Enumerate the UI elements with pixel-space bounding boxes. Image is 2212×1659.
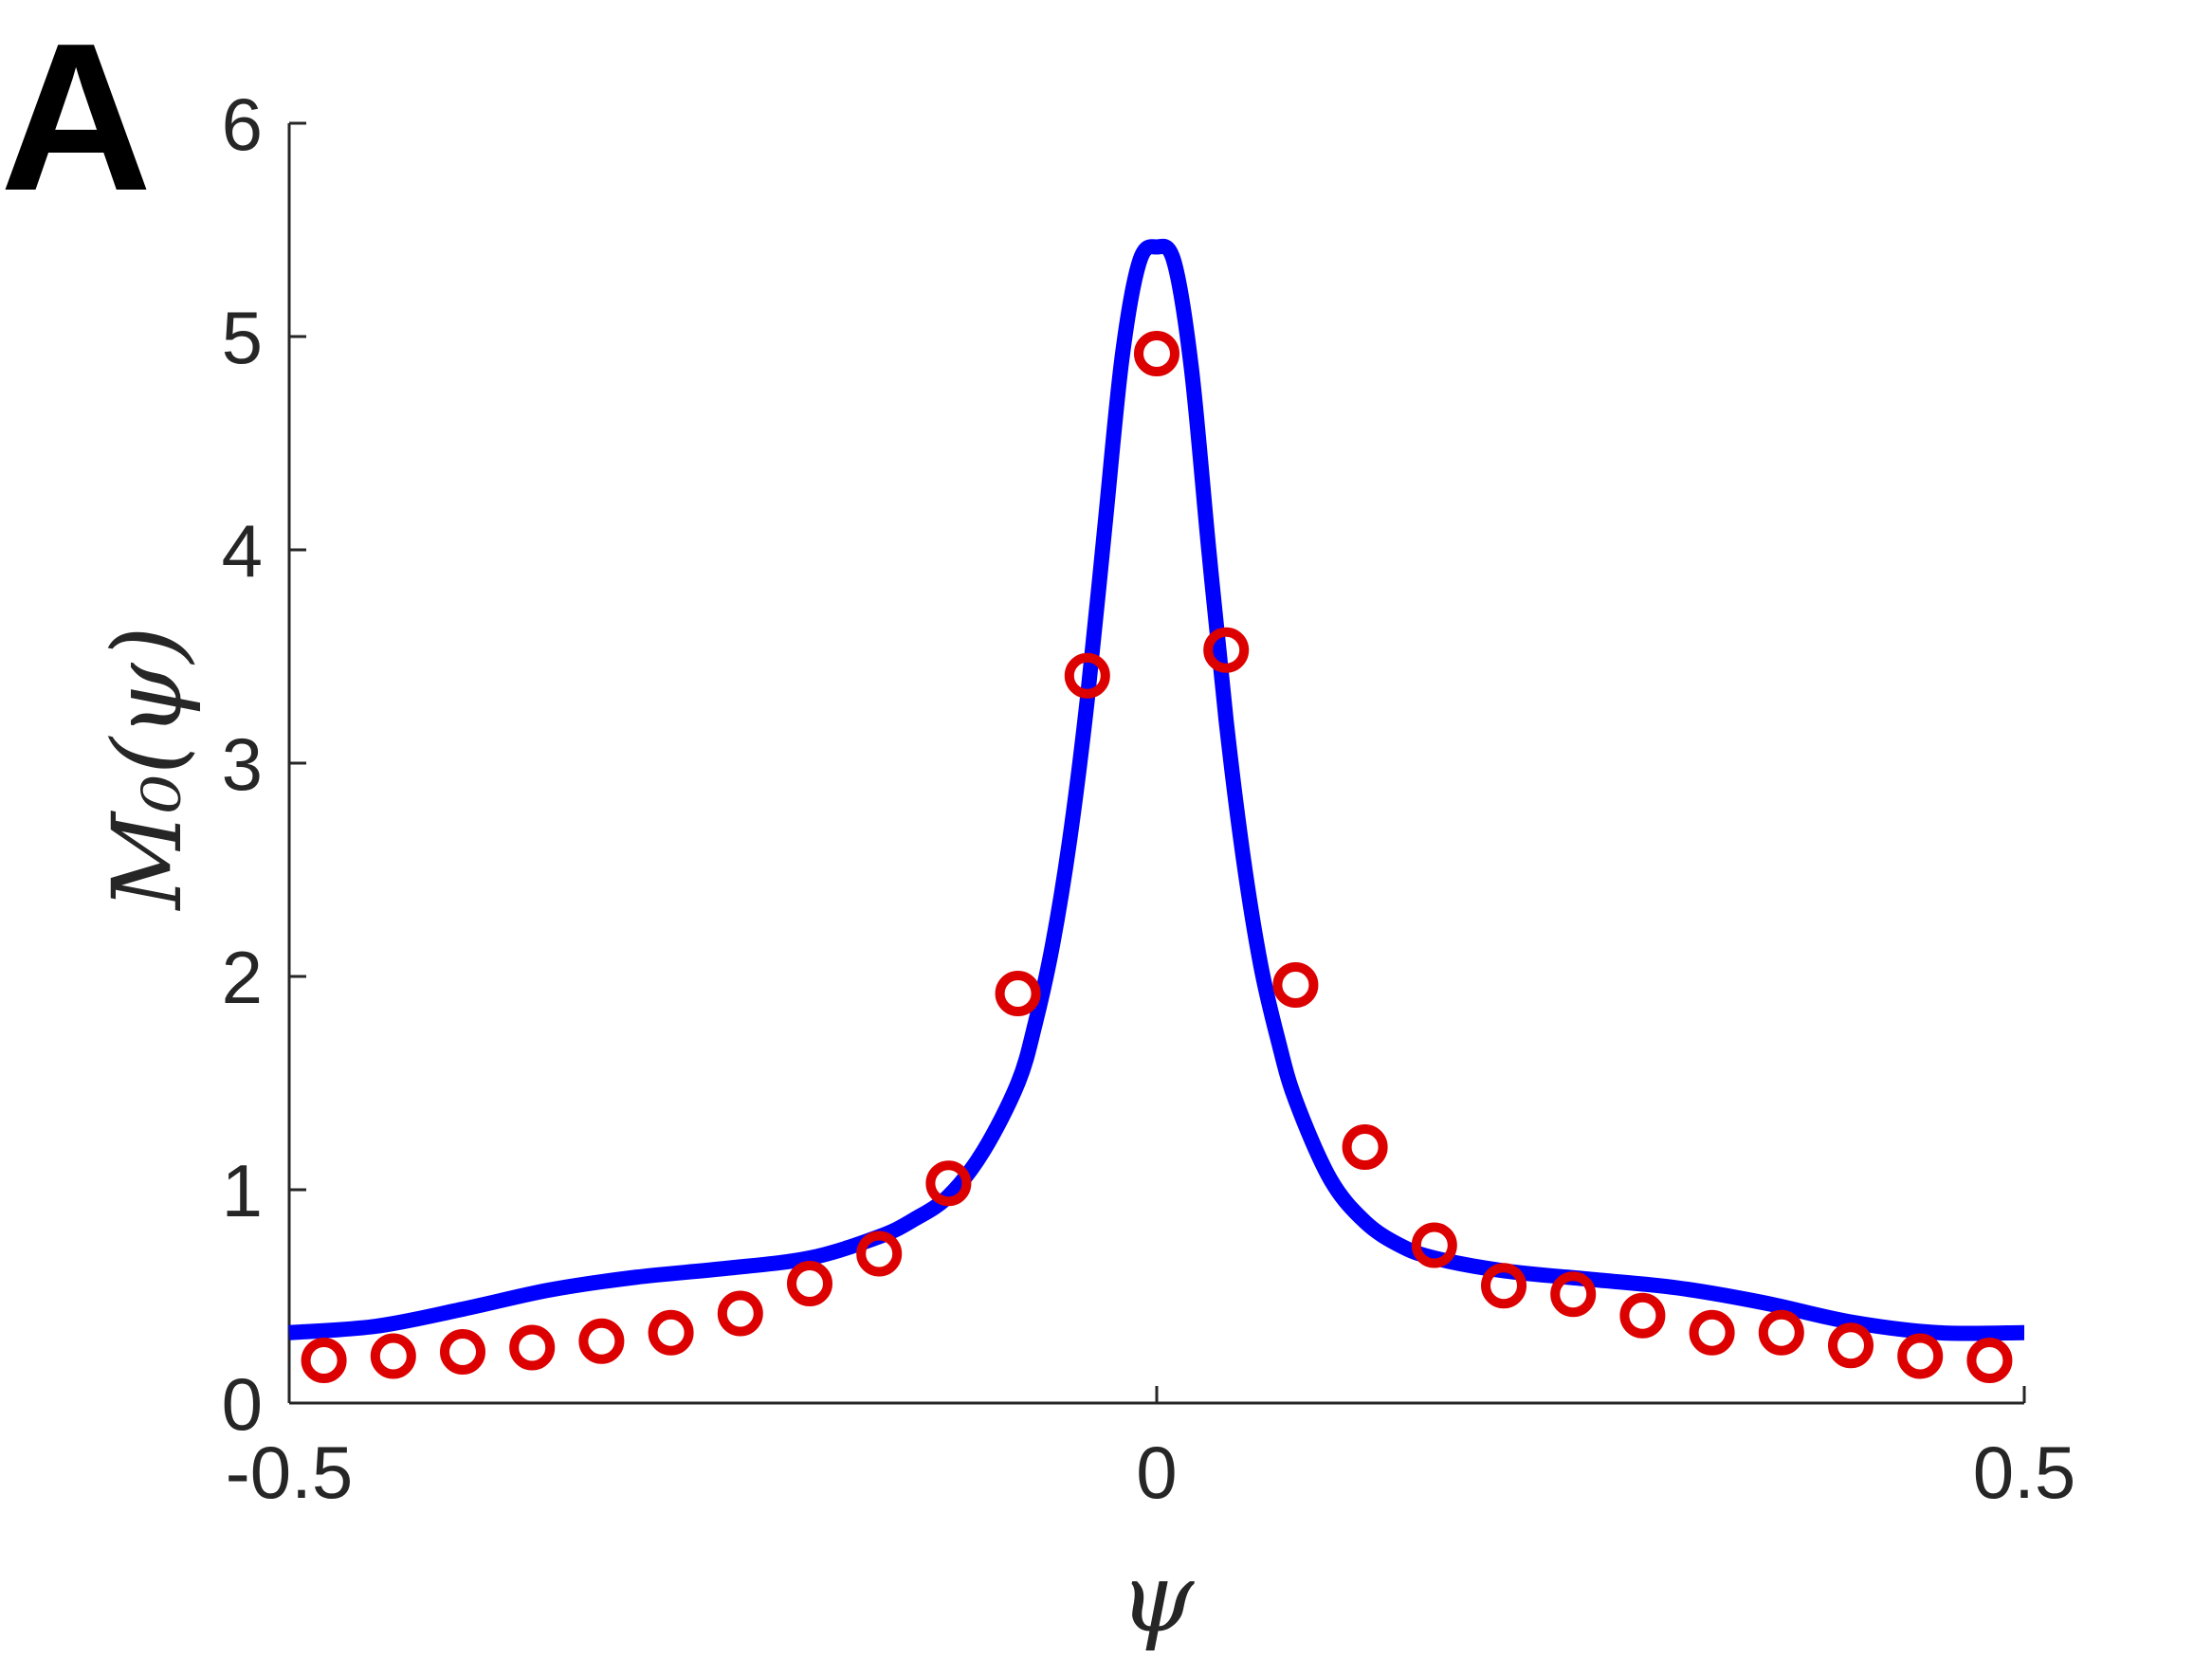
x-axis-label: ψ [1120, 1542, 1196, 1653]
y-tick-label: 3 [222, 722, 263, 806]
x-tick-label: 0.5 [1973, 1431, 2075, 1514]
y-tick-label: 5 [222, 296, 263, 379]
curve-layer [288, 238, 2025, 1341]
data-point [440, 1329, 485, 1375]
data-point [1828, 1322, 1874, 1369]
y-tick-label: 1 [222, 1149, 263, 1232]
panel-label: A [0, 0, 152, 235]
data-point [1758, 1309, 1804, 1356]
data-point [1481, 1263, 1526, 1309]
data-point [856, 1231, 903, 1277]
data-point [995, 971, 1041, 1016]
data-point [1619, 1292, 1666, 1339]
model-curve [288, 238, 2025, 1341]
marker-layer [301, 331, 2013, 1383]
data-point [370, 1333, 416, 1379]
y-tick-label: 2 [222, 936, 263, 1019]
axes [287, 123, 2024, 1405]
data-point [1897, 1333, 1944, 1379]
data-point [1550, 1271, 1597, 1318]
data-point [578, 1318, 625, 1364]
y-tick-label: 0 [222, 1362, 263, 1446]
data-point [509, 1324, 556, 1371]
data-point [1411, 1222, 1457, 1268]
data-point [1064, 652, 1110, 699]
y-tick-label: 4 [222, 509, 263, 592]
data-point [787, 1261, 832, 1306]
data-point [717, 1290, 763, 1337]
data-point [1966, 1338, 2013, 1383]
y-axis-label: M₀(ψ) [92, 627, 203, 912]
y-tick-label: 6 [222, 82, 263, 166]
data-point [1272, 962, 1319, 1008]
x-tick-label: -0.5 [226, 1431, 353, 1514]
data-point [648, 1309, 694, 1356]
data-point [925, 1160, 972, 1207]
data-point [301, 1338, 347, 1383]
x-tick-label: 0 [1136, 1431, 1177, 1514]
data-point [1203, 627, 1250, 673]
data-point [1342, 1124, 1388, 1170]
data-point [1689, 1309, 1735, 1356]
data-point [1134, 331, 1179, 376]
